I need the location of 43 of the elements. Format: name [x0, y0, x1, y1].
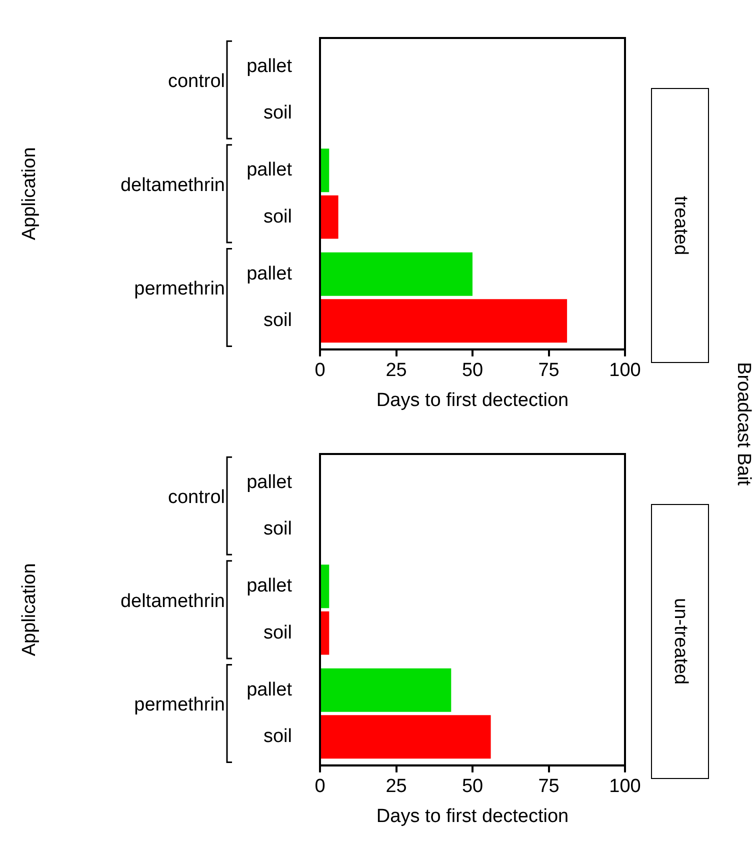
x-tick-label: 25: [386, 360, 407, 382]
x-tick-label: 100: [609, 776, 641, 798]
y-tick-label: deltamethrin: [120, 590, 225, 612]
x-tick-label: 50: [462, 360, 484, 382]
x-tick-label: 100: [609, 360, 641, 382]
bar: [321, 668, 452, 712]
bar: [321, 611, 330, 655]
y-axis-title: Application: [19, 147, 40, 240]
text: soil: [263, 726, 292, 748]
text: pallet: [246, 56, 292, 77]
text: soil: [263, 310, 292, 332]
y-tick-label: permethrin: [134, 694, 225, 716]
series-label: soil: [263, 206, 292, 228]
x-axis-title: Days to first dectection: [376, 806, 569, 827]
x-axis-title: Days to first dectection: [376, 390, 569, 411]
y-tick-label: control: [168, 487, 225, 508]
text: soil: [263, 102, 292, 124]
text: soil: [263, 518, 292, 540]
bar: [321, 148, 330, 192]
bar: [321, 195, 338, 239]
y-axis-title: Application: [19, 563, 40, 656]
x-tick-label: 50: [462, 776, 484, 798]
x-tick-label: 75: [538, 776, 560, 798]
text: treated: [669, 196, 691, 256]
bar: [321, 252, 472, 296]
y-tick-label: deltamethrin: [120, 174, 225, 196]
x-tick-label: 0: [314, 776, 326, 798]
series-label: pallet: [246, 160, 293, 181]
x-tick-label: 75: [538, 360, 560, 382]
series-label: pallet: [246, 576, 293, 597]
text: un-treated: [669, 598, 691, 685]
text: pallet: [246, 679, 292, 700]
y-tick-label: control: [168, 71, 225, 92]
y-tick-label: permethrin: [134, 278, 225, 300]
x-tick-label: 25: [386, 776, 407, 798]
bar: [321, 299, 568, 343]
bar: [321, 564, 330, 608]
text: pallet: [246, 472, 292, 493]
x-tick-label: 0: [314, 360, 326, 382]
text: Broadcast Bait: [732, 362, 754, 486]
bar: [321, 715, 491, 759]
series-label: soil: [263, 622, 292, 644]
text: pallet: [246, 263, 292, 284]
